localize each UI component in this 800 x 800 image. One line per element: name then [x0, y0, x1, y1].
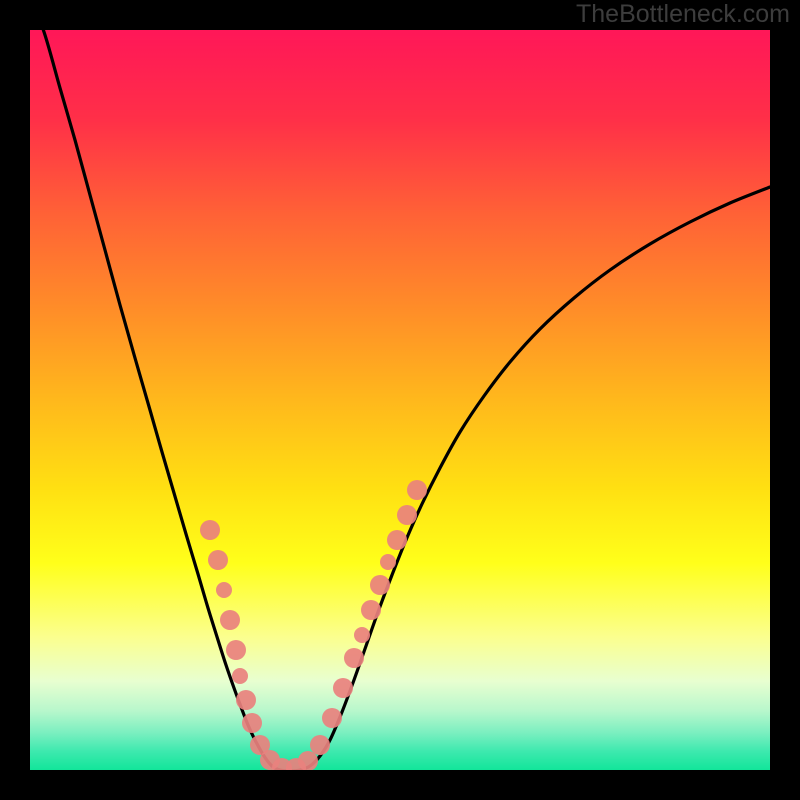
curve-marker: [298, 751, 318, 771]
curve-marker: [208, 550, 228, 570]
curve-marker: [216, 582, 232, 598]
curve-marker: [370, 575, 390, 595]
curve-marker: [397, 505, 417, 525]
curve-marker: [407, 480, 427, 500]
curve-marker: [226, 640, 246, 660]
curve-marker: [344, 648, 364, 668]
curve-marker: [200, 520, 220, 540]
curve-marker: [220, 610, 240, 630]
curve-marker: [236, 690, 256, 710]
curve-marker: [361, 600, 381, 620]
curve-marker: [242, 713, 262, 733]
curve-marker: [322, 708, 342, 728]
curve-marker: [232, 668, 248, 684]
watermark-text: TheBottleneck.com: [576, 0, 790, 29]
curve-marker: [333, 678, 353, 698]
curve-marker: [380, 554, 396, 570]
chart-svg: [0, 0, 800, 800]
curve-marker: [387, 530, 407, 550]
chart-root: TheBottleneck.com: [0, 0, 800, 800]
curve-marker: [310, 735, 330, 755]
plot-background: [30, 30, 770, 770]
curve-marker: [354, 627, 370, 643]
